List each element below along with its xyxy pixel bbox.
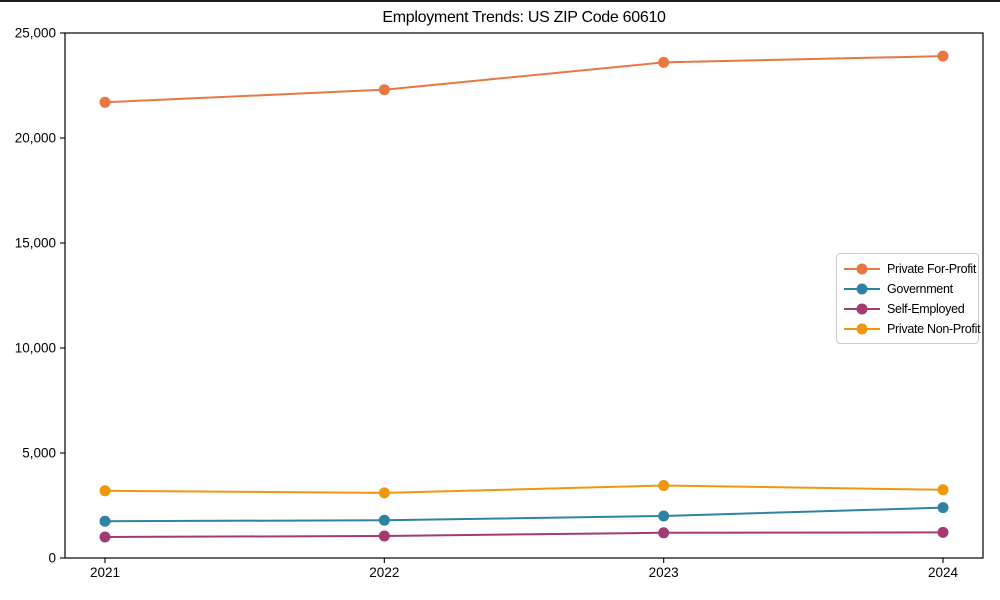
- data-point-self-employed-2022: [378, 530, 390, 542]
- legend-item-self-employed: Self-Employed: [844, 299, 978, 319]
- x-tick-label: 2024: [928, 565, 959, 580]
- legend-label: Private For-Profit: [887, 262, 977, 276]
- series-line-private-non-profit: [104, 484, 944, 494]
- line-dot-marker-icon: [844, 323, 880, 336]
- data-point-private-non-profit-2022: [378, 487, 390, 499]
- line-dot-marker-icon: [844, 303, 880, 316]
- legend-item-private-for-profit: Private For-Profit: [844, 259, 978, 279]
- data-point-self-employed-2023: [658, 527, 670, 539]
- y-tick-label: 25,000: [15, 26, 56, 41]
- y-tick-label: 15,000: [15, 236, 56, 251]
- data-point-self-employed-2021: [99, 531, 111, 543]
- legend-label: Self-Employed: [887, 302, 965, 316]
- series-line-self-employed: [104, 531, 944, 538]
- data-point-private-for-profit-2021: [99, 96, 111, 108]
- data-point-government-2024: [937, 502, 949, 514]
- legend-label: Government: [887, 282, 953, 296]
- y-tick-label: 10,000: [15, 341, 56, 356]
- chart-title: Employment Trends: US ZIP Code 60610: [382, 9, 666, 26]
- data-point-private-for-profit-2024: [937, 50, 949, 62]
- data-point-government-2023: [658, 510, 670, 522]
- data-point-government-2022: [378, 514, 390, 526]
- window-top-edge: [0, 0, 1000, 2]
- x-tick-label: 2023: [649, 565, 679, 580]
- data-point-private-non-profit-2023: [658, 480, 670, 492]
- legend-label: Private Non-Profit: [887, 322, 981, 336]
- line-dot-marker-icon: [844, 283, 880, 296]
- data-point-private-non-profit-2021: [99, 485, 111, 497]
- line-dot-marker-icon: [844, 263, 880, 276]
- data-point-private-for-profit-2022: [378, 84, 390, 96]
- data-point-private-for-profit-2023: [658, 56, 670, 68]
- legend-item-private-non-profit: Private Non-Profit: [844, 319, 981, 339]
- data-point-private-non-profit-2024: [937, 484, 949, 496]
- legend: Private For-Profit Government Self-Emplo…: [836, 253, 981, 344]
- legend-item-government: Government: [844, 279, 978, 299]
- x-tick-label: 2021: [90, 565, 120, 580]
- y-tick-label: 5,000: [22, 446, 56, 461]
- data-point-self-employed-2024: [937, 526, 949, 538]
- plot-frame: [64, 32, 984, 559]
- data-point-government-2021: [99, 515, 111, 527]
- y-tick-label: 20,000: [15, 131, 56, 146]
- x-tick-label: 2022: [369, 565, 399, 580]
- series-line-private-for-profit: [104, 55, 944, 104]
- y-tick-label: 0: [48, 551, 56, 566]
- series-line-government: [104, 506, 944, 523]
